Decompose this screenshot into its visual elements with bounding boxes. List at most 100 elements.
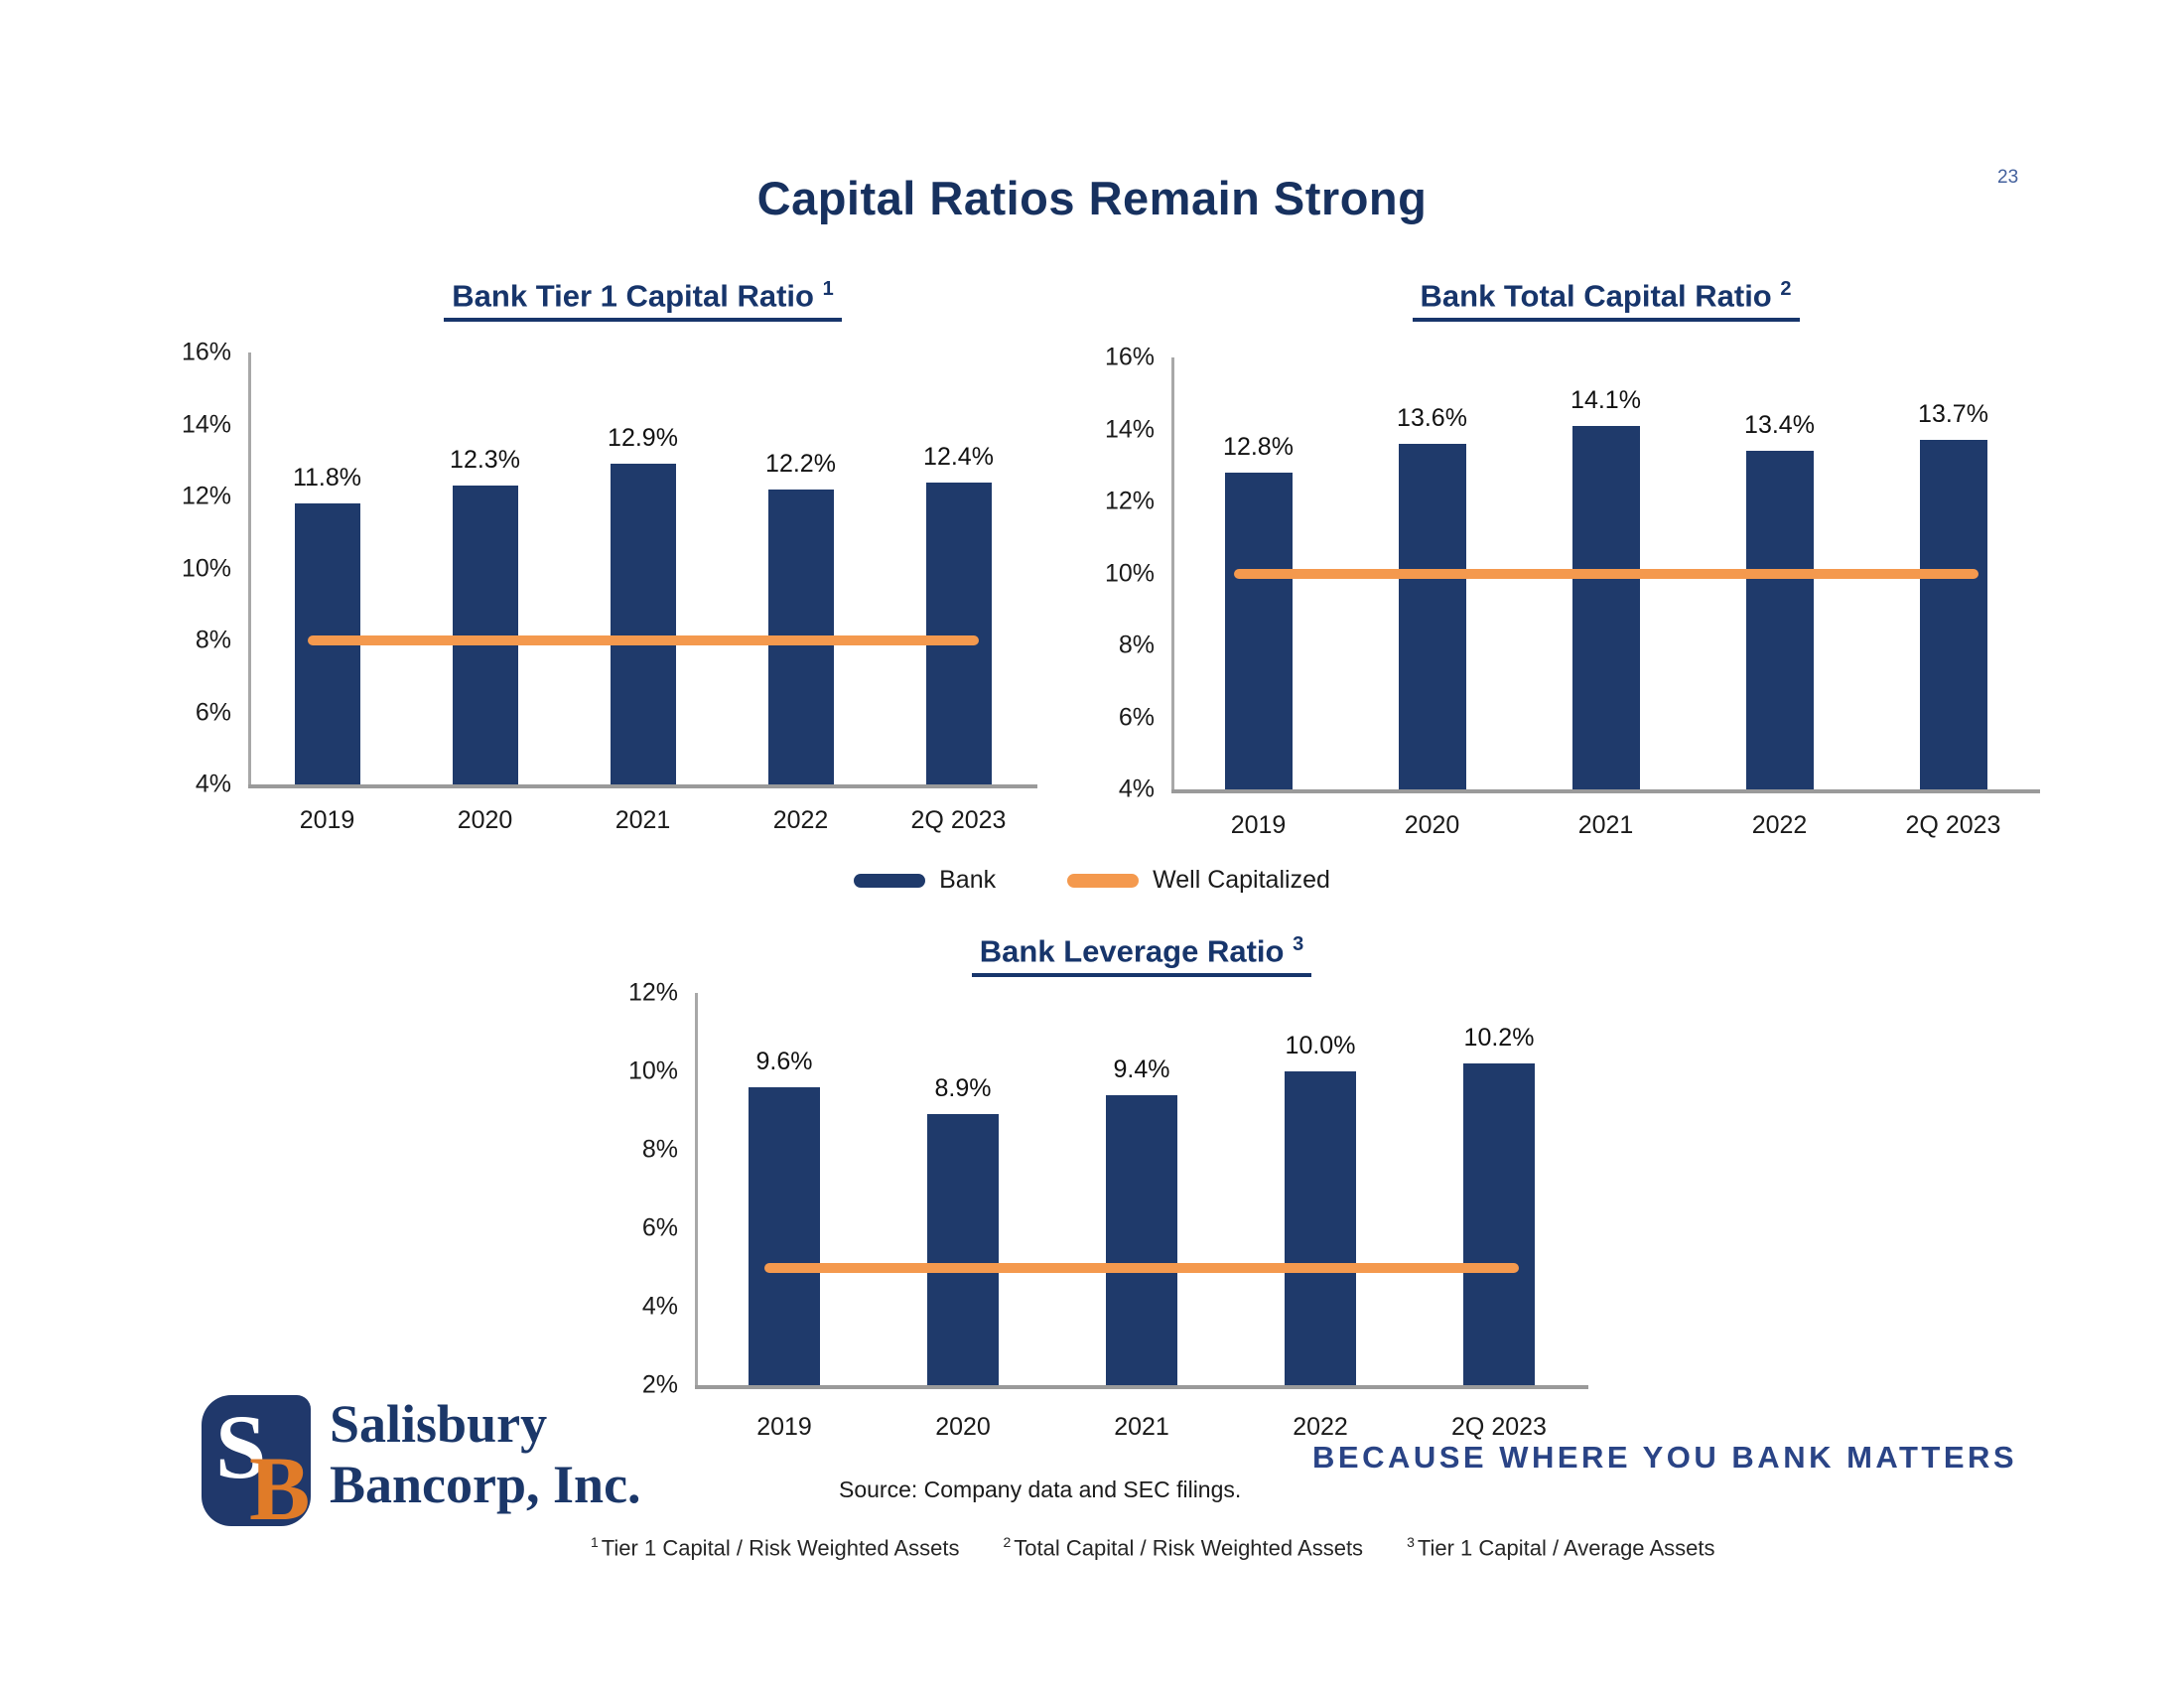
footnote-2-text: Total Capital / Risk Weighted Assets bbox=[1014, 1535, 1364, 1561]
y-axis-label: 4% bbox=[1118, 774, 1155, 803]
bar-value-label: 12.9% bbox=[608, 424, 678, 453]
footnotes: 1 Tier 1 Capital / Risk Weighted Assets 2… bbox=[591, 1534, 1714, 1561]
bar-value-label: 13.6% bbox=[1397, 404, 1467, 432]
source-note: Source: Company data and SEC filings. bbox=[839, 1477, 1242, 1502]
bar-2020 bbox=[452, 486, 518, 784]
logo-letter-s: S bbox=[215, 1396, 267, 1497]
bar-value-label: 11.8% bbox=[292, 464, 362, 492]
company-name-line2: Bancorp, Inc. bbox=[330, 1455, 641, 1515]
y-axis-label: 2% bbox=[641, 1370, 678, 1399]
footnote-1: 1 Tier 1 Capital / Risk Weighted Assets bbox=[591, 1534, 960, 1561]
footnote-2: 2 Total Capital / Risk Weighted Assets bbox=[1004, 1534, 1364, 1561]
bar-2021 bbox=[610, 464, 676, 784]
bar-value-label: 12.3% bbox=[450, 446, 520, 475]
x-axis-label: 2022 bbox=[772, 806, 829, 834]
footnote-3-text: Tier 1 Capital / Average Assets bbox=[1417, 1535, 1715, 1561]
x-axis-label: 2Q 2023 bbox=[910, 806, 1007, 834]
x-axis-label: 2Q 2023 bbox=[1451, 1413, 1547, 1441]
y-axis-label: 8% bbox=[195, 626, 231, 654]
y-axis-label: 10% bbox=[627, 1056, 678, 1085]
chart-title-superscript: 2 bbox=[1780, 278, 1792, 300]
salisbury-logo: S B bbox=[202, 1395, 311, 1539]
chart-title-text: Bank Tier 1 Capital Ratio bbox=[452, 278, 814, 314]
footnote-1-text: Tier 1 Capital / Risk Weighted Assets bbox=[601, 1535, 960, 1561]
bank-legend-label: Bank bbox=[939, 866, 997, 894]
y-axis-label: 10% bbox=[181, 554, 231, 582]
y-axis-label: 16% bbox=[181, 338, 231, 366]
chart-title-total: Bank Total Capital Ratio 2 bbox=[1171, 278, 2040, 323]
bar-2020 bbox=[1398, 444, 1466, 789]
logo-letter-b: B bbox=[249, 1438, 311, 1539]
footnote-3-superscript: 3 bbox=[1407, 1534, 1415, 1550]
bar-2Q 2023 bbox=[1463, 1063, 1535, 1385]
chart-legend: Bank Well Capitalized bbox=[0, 866, 2184, 895]
page-title: Capital Ratios Remain Strong bbox=[756, 172, 1428, 224]
x-axis-label: 2022 bbox=[1751, 811, 1808, 839]
well-capitalized-legend-label: Well Capitalized bbox=[1153, 866, 1330, 894]
legend-item-bank: Bank bbox=[854, 866, 996, 895]
bar-value-label: 9.4% bbox=[1113, 1055, 1170, 1083]
bar-value-label: 14.1% bbox=[1570, 385, 1641, 414]
chart-title-superscript: 1 bbox=[822, 278, 834, 300]
bar-2019 bbox=[1224, 473, 1293, 789]
chart-title-tier1: Bank Tier 1 Capital Ratio 1 bbox=[248, 278, 1037, 323]
y-axis-label: 14% bbox=[1104, 415, 1155, 443]
company-name-line1: Salisbury bbox=[330, 1394, 548, 1454]
bank-legend-swatch bbox=[854, 873, 926, 888]
x-axis-label: 2021 bbox=[614, 806, 671, 834]
well-capitalized-line bbox=[764, 1262, 1519, 1273]
bar-2Q 2023 bbox=[925, 482, 992, 784]
x-axis-label: 2020 bbox=[935, 1413, 991, 1441]
legend-item-well-capitalized: Well Capitalized bbox=[1067, 866, 1330, 895]
x-axis-line bbox=[1171, 789, 2040, 793]
chart-title-leverage: Bank Leverage Ratio 3 bbox=[695, 933, 1588, 978]
chart-title-text: Bank Total Capital Ratio bbox=[1420, 278, 1772, 314]
footnote-3: 3 Tier 1 Capital / Average Assets bbox=[1407, 1534, 1714, 1561]
bar-2021 bbox=[1571, 425, 1640, 789]
footnote-1-superscript: 1 bbox=[591, 1534, 599, 1550]
bar-value-label: 10.2% bbox=[1463, 1024, 1535, 1053]
y-axis-label: 6% bbox=[195, 698, 231, 726]
y-axis-label: 8% bbox=[641, 1135, 678, 1164]
x-axis-line bbox=[248, 784, 1037, 788]
y-axis-label: 12% bbox=[1104, 487, 1155, 515]
y-axis-label: 12% bbox=[181, 482, 231, 510]
bar-value-label: 10.0% bbox=[1285, 1032, 1356, 1059]
chart-leverage-ratio: Bank Leverage Ratio 3 12% 10% 8% 6% 4% 2% 9.6%… bbox=[611, 928, 1603, 1484]
chart-total-capital-ratio: Bank Total Capital Ratio 2 16% 14% 12% 10% 8… bbox=[1087, 270, 2060, 866]
x-axis-label: 2021 bbox=[1577, 811, 1634, 839]
y-axis-label: 6% bbox=[641, 1213, 678, 1242]
x-axis-line bbox=[695, 1385, 1588, 1389]
chart-title-superscript: 3 bbox=[1293, 933, 1304, 955]
y-axis-label: 8% bbox=[1118, 631, 1155, 659]
bar-value-label: 13.7% bbox=[1918, 400, 1988, 429]
bar-2022 bbox=[1285, 1071, 1356, 1385]
x-axis-label: 2020 bbox=[457, 806, 513, 834]
well-capitalized-line bbox=[307, 635, 979, 645]
y-axis-line bbox=[1171, 357, 1174, 789]
bar-value-label: 8.9% bbox=[934, 1074, 992, 1103]
y-axis-label: 6% bbox=[1118, 703, 1155, 731]
y-axis-line bbox=[695, 993, 698, 1385]
page-number: 23 bbox=[1997, 167, 2019, 188]
well-capitalized-line bbox=[1233, 568, 1979, 579]
x-axis-label: 2019 bbox=[299, 806, 355, 834]
bar-value-label: 9.6% bbox=[755, 1047, 813, 1075]
y-axis-label: 14% bbox=[181, 410, 231, 438]
y-axis-label: 16% bbox=[1104, 343, 1155, 371]
chart-title-text: Bank Leverage Ratio bbox=[979, 933, 1285, 969]
bar-2Q 2023 bbox=[1919, 440, 1987, 789]
tagline: BECAUSE WHERE YOU BANK MATTERS bbox=[1312, 1440, 2018, 1475]
chart-tier1-capital-ratio: Bank Tier 1 Capital Ratio 1 16% 14% 12% 10%… bbox=[164, 270, 1077, 866]
y-axis-label: 4% bbox=[641, 1292, 678, 1321]
bar-2020 bbox=[927, 1114, 999, 1385]
bar-value-label: 12.8% bbox=[1223, 433, 1294, 461]
x-axis-label: 2022 bbox=[1293, 1413, 1348, 1441]
y-axis-label: 10% bbox=[1104, 559, 1155, 587]
y-axis-line bbox=[248, 352, 251, 784]
well-capitalized-legend-swatch bbox=[1067, 873, 1140, 888]
bar-value-label: 12.4% bbox=[923, 442, 994, 471]
x-axis-label: 2Q 2023 bbox=[1905, 811, 2001, 839]
x-axis-label: 2020 bbox=[1404, 811, 1460, 839]
